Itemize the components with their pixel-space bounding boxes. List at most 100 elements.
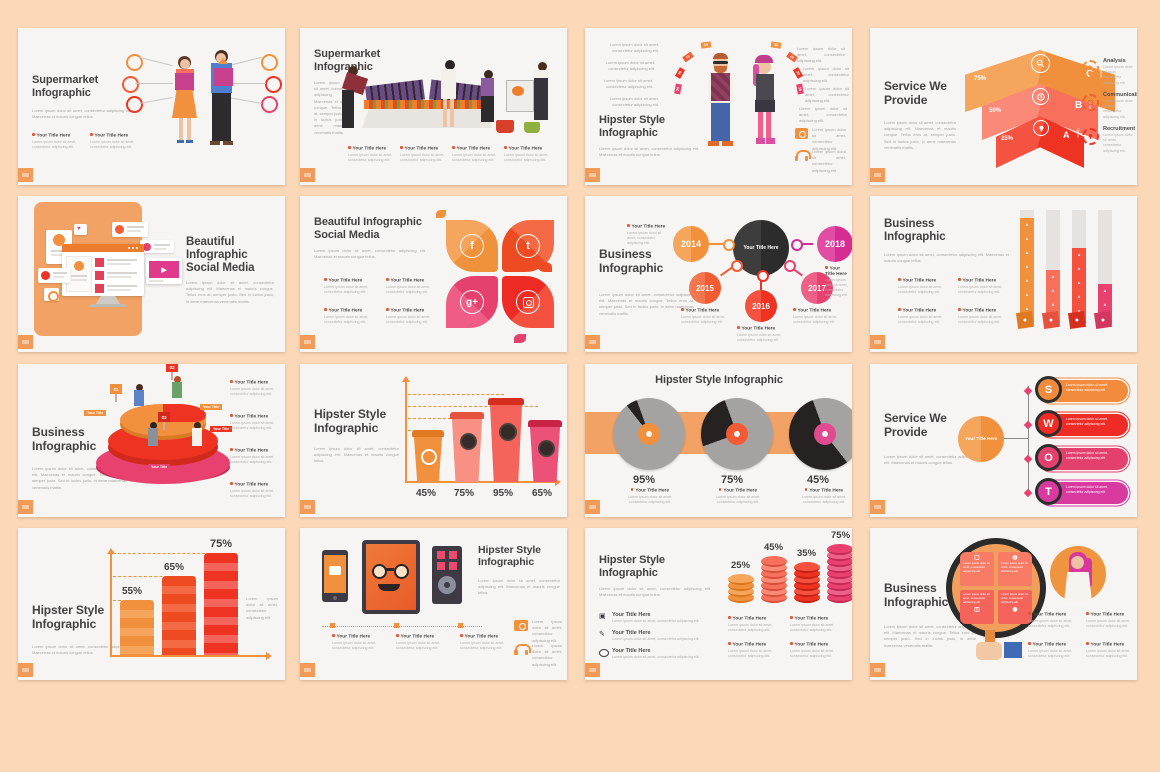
coin — [827, 556, 852, 567]
sign-03: 03 — [158, 412, 170, 430]
slide-thumbnail-15[interactable]: Hipster Style Infographic Lorem ipsum do… — [585, 528, 852, 680]
coin — [728, 586, 754, 597]
bar-percent: 55% — [122, 586, 143, 597]
woman-beanie — [755, 55, 773, 63]
slide-thumbnail-2[interactable]: Supermarket Infographic Lorem ipsum dolo… — [300, 28, 567, 185]
slide-body: Lorem ipsum dolor sit amet, consectetur … — [32, 108, 132, 120]
icon-note: Lorem ipsum dolor sit amet, consectetur … — [532, 643, 562, 667]
level-percent: 50% — [989, 108, 1002, 114]
slide-title: Hipster Style Infographic — [599, 114, 665, 139]
customer-skirt — [481, 96, 494, 122]
slide-thumbnail-4[interactable]: Service We Provide Lorem ipsum dolor sit… — [870, 28, 1137, 185]
slide-title: Business Infographic — [599, 247, 664, 275]
cup-95 — [490, 405, 522, 482]
instagram-petal — [502, 276, 554, 328]
pie-tag: Your Title — [148, 464, 171, 470]
slide-thumbnail-8[interactable]: Business Infographic Lorem ipsum dolor s… — [870, 196, 1137, 352]
page-number-tab — [585, 500, 600, 514]
slide-thumbnail-12[interactable]: Service We Provide Lorem ipsum dolor sit… — [870, 364, 1137, 517]
item-text: Lorem ipsum dolor sit amet, consectetur … — [801, 494, 847, 504]
list-item: Your Title Here Lorem ipsum dolor sit am… — [230, 414, 280, 431]
ear-pad — [524, 650, 528, 655]
slide-thumbnail-16[interactable]: Business Infographic Lorem ipsum dolor s… — [870, 528, 1137, 680]
slide-thumbnail-7[interactable]: Business Infographic Lorem ipsum dolor s… — [585, 196, 852, 352]
slide-body: Lorem ipsum dolor sit amet, consectetur … — [599, 292, 694, 316]
item-text: Lorem ipsum dolor sit amet, consectetur … — [627, 494, 673, 504]
page-number-tab — [18, 168, 33, 182]
arc-note: Lorem ipsum dolor sit amet, consectetur … — [803, 66, 849, 84]
dot — [132, 247, 134, 249]
man-boot — [722, 141, 733, 146]
record-hole — [734, 431, 740, 437]
mustache-right — [389, 584, 400, 591]
item-label: Your Title Here — [1086, 612, 1134, 618]
item-label: Your Title Here — [612, 648, 651, 654]
leader-75 — [113, 553, 225, 554]
year-item: Your Title Here Lorem ipsum dolor sit am… — [627, 224, 671, 246]
magnifier-handle — [985, 630, 995, 652]
text-line — [107, 259, 137, 261]
slide-thumbnail-1[interactable]: Supermarket Infographic Lorem ipsum dolo… — [18, 28, 285, 185]
bar-55 — [120, 600, 155, 655]
callout-circle — [126, 96, 143, 113]
comment-card — [140, 240, 174, 253]
text-line — [71, 275, 87, 277]
slide-thumbnail-13[interactable]: Hipster Style Infographic Lorem ipsum do… — [18, 528, 285, 680]
slide-thumbnail-3[interactable]: Hipster Style Infographic Lorem ipsum do… — [585, 28, 852, 185]
slide-thumbnail-9[interactable]: Business Infographic Lorem ipsum dolor s… — [18, 364, 285, 517]
item-text: Lorem ipsum dolor sit amet, consectetur … — [728, 648, 773, 658]
slide-thumbnail-11[interactable]: Hipster Style Infographic 95% 75% 45% Yo… — [585, 364, 852, 517]
text-line — [107, 276, 131, 278]
record-percent: 45% — [807, 474, 830, 486]
stand-base — [362, 106, 492, 128]
id-card-icon: ▣ — [599, 613, 606, 620]
bar-65 — [162, 576, 197, 655]
figure-body — [172, 382, 182, 398]
item-text: Lorem ipsum dolor sit amet, consectetur … — [324, 284, 369, 294]
avatar-blouse — [1064, 572, 1092, 602]
page-number-tab — [585, 663, 600, 677]
monitor-icon: ▢ — [974, 554, 980, 561]
cup-logo — [460, 433, 477, 450]
record-hole — [646, 431, 652, 437]
post-thumb — [95, 271, 104, 280]
quadrant-br: Lorem ipsum dolor sit amet, consectetur … — [998, 590, 1032, 624]
bar-percent: 75% — [210, 538, 233, 550]
legend-text: Lorem ipsum dolor sit amet, consectetur … — [1103, 133, 1133, 153]
text-line — [51, 250, 67, 252]
legend-label: Analysis — [1103, 58, 1126, 64]
man-beard — [714, 66, 727, 73]
spine-node — [1023, 454, 1033, 464]
headband — [515, 644, 531, 653]
slide-title: Beautiful Infographic Social Media — [314, 216, 422, 241]
coin — [827, 544, 852, 555]
timeline-item: Your Title Here Lorem ipsum dolor sit am… — [396, 634, 446, 651]
item-text: Lorem ipsum dolor sit amet, consectetur … — [715, 494, 761, 504]
list-item: Your Title Here Lorem ipsum dolor sit am… — [230, 448, 280, 465]
swot-pill-t: T Lorem ipsum dolor sit amet, consectetu… — [1035, 478, 1128, 505]
figure-body — [134, 390, 144, 406]
connector — [1004, 438, 1028, 439]
bar-fill-1: ▲ ▲ ▲ ▲ ▲ ▲ ▲ — [1020, 218, 1034, 324]
figure-body — [192, 428, 202, 446]
swot-center-circle: Your Title Here — [958, 416, 1004, 462]
legend-label: Communication — [1103, 92, 1137, 98]
slide-thumbnail-10[interactable]: Hipster Style Infographic Lorem ipsum do… — [300, 364, 567, 517]
slide-thumbnail-6[interactable]: Beautiful Infographic Social Media Lorem… — [300, 196, 567, 352]
figure-head — [194, 422, 201, 429]
item-label: Your Title Here — [230, 380, 280, 386]
pen-icon: ✎ — [599, 631, 605, 638]
coin — [761, 562, 787, 573]
coin — [794, 586, 820, 597]
letter-t: T — [1035, 478, 1062, 505]
slide-thumbnail-14[interactable]: Hipster Style Infographic Lorem ipsum do… — [300, 528, 567, 680]
search-icon — [1031, 54, 1050, 73]
man-glasses — [713, 61, 728, 64]
slide-thumbnail-5[interactable]: ♥ — [18, 196, 285, 352]
cashier-apron — [534, 78, 548, 120]
page-number-tab — [300, 168, 315, 182]
list-item: Your Title Here Lorem ipsum dolor sit am… — [230, 482, 280, 499]
phone-illustration — [322, 550, 348, 602]
slide-body: Lorem ipsum dolor sit amet, consectetur … — [314, 80, 352, 135]
slide-body: Lorem ipsum dolor sit amet, consectetur … — [884, 454, 976, 466]
